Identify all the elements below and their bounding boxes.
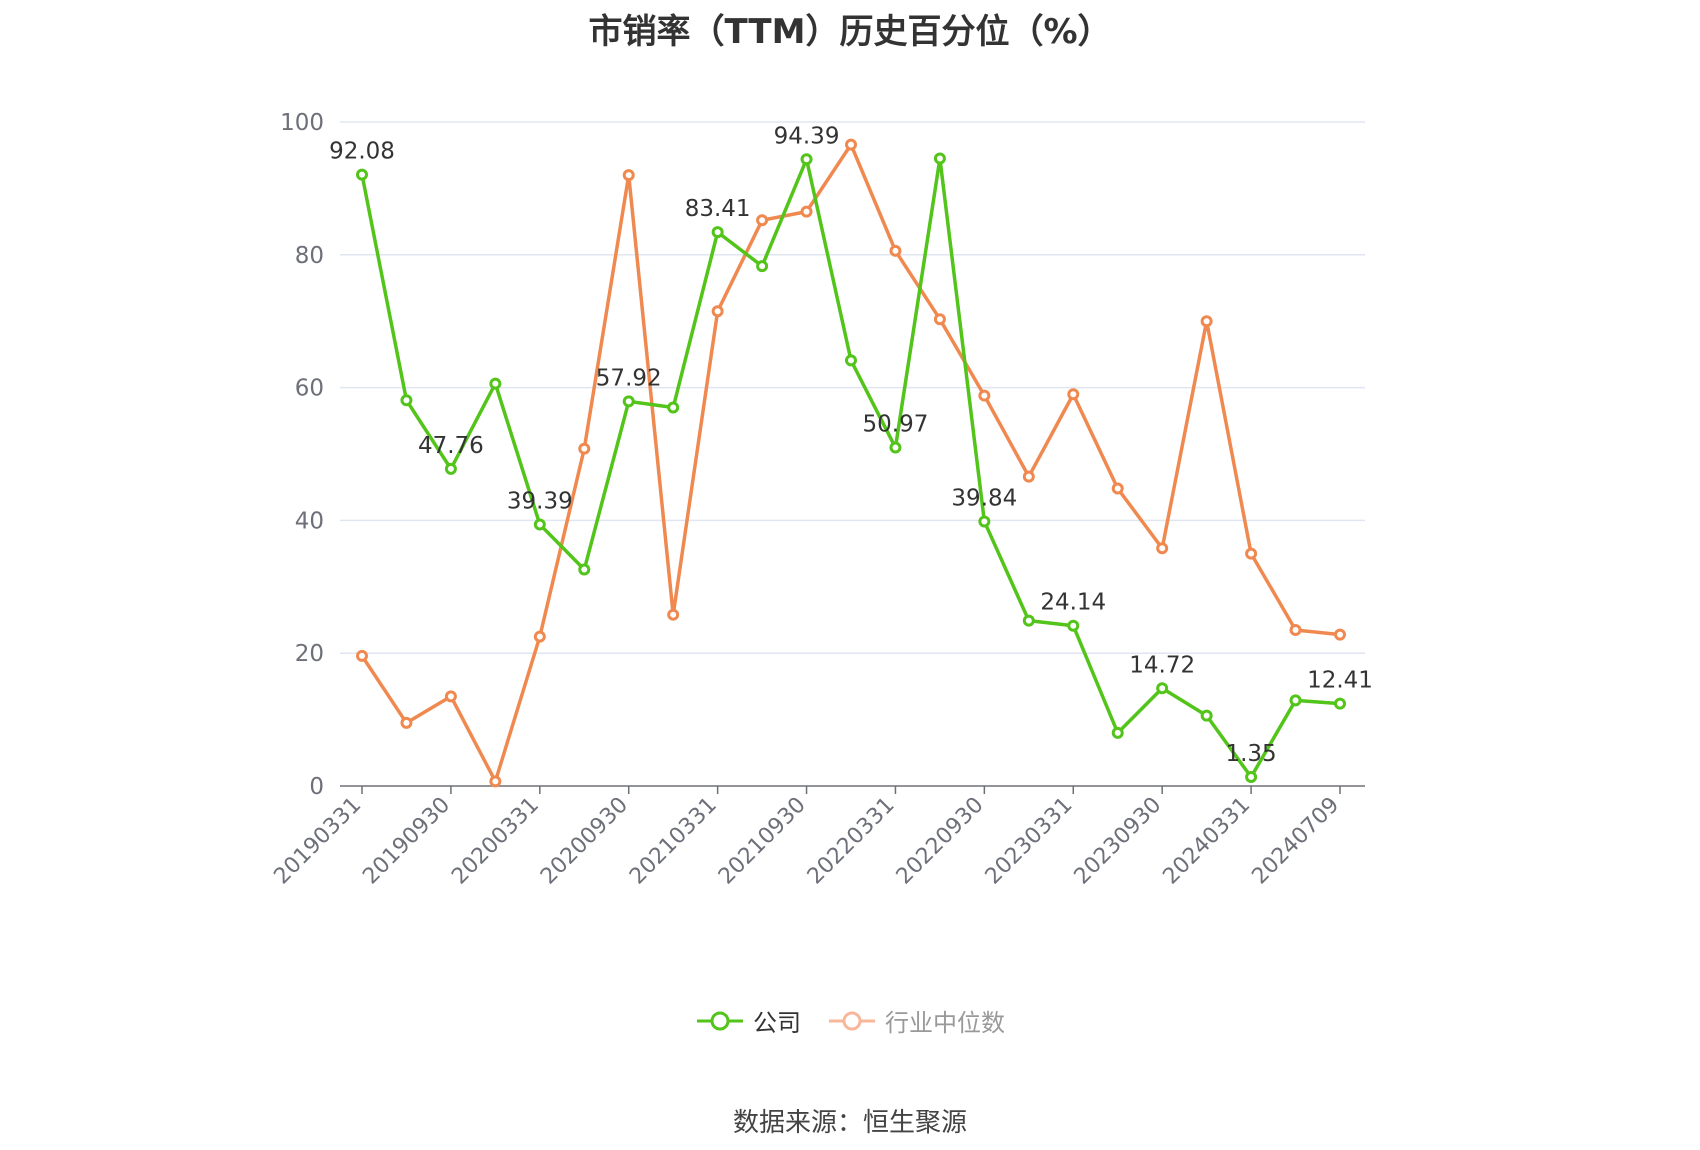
data-point — [933, 152, 946, 165]
data-point — [533, 630, 546, 643]
data-label: 83.41 — [685, 196, 751, 222]
data-point — [356, 168, 368, 181]
data-label: 94.39 — [774, 123, 840, 149]
series-line — [360, 142, 1341, 784]
data-point — [756, 214, 769, 227]
x-tick-label: 20200331 — [447, 793, 544, 890]
data-label: 92.08 — [329, 139, 395, 165]
data-point — [1156, 542, 1169, 555]
data-point — [1245, 547, 1258, 560]
data-point — [800, 153, 813, 166]
data-point — [1111, 482, 1124, 495]
data-label: 50.97 — [863, 412, 929, 438]
data-label: 47.76 — [418, 433, 484, 459]
data-point — [1022, 614, 1035, 627]
data-label: 1.35 — [1225, 741, 1276, 767]
legend-company-label: 公司 — [753, 1009, 801, 1037]
y-tick-label: 80 — [295, 243, 324, 269]
series-line — [360, 156, 1341, 779]
data-point — [889, 244, 902, 257]
y-tick-label: 20 — [295, 641, 324, 667]
data-point — [711, 305, 724, 318]
data-label: 14.72 — [1129, 652, 1195, 678]
data-point — [400, 394, 413, 407]
data-point — [622, 169, 635, 182]
data-point — [1067, 388, 1080, 401]
data-label: 39.39 — [507, 488, 573, 514]
x-tick-label: 20220331 — [803, 793, 900, 890]
data-point — [1334, 697, 1346, 710]
data-point — [400, 716, 413, 729]
data-point — [578, 563, 591, 576]
data-point — [1067, 619, 1080, 632]
data-point — [1156, 682, 1169, 695]
legend-industry-marker-icon — [829, 1011, 875, 1030]
x-tick-label: 20230331 — [981, 793, 1078, 890]
data-point — [444, 690, 457, 703]
chart-legend: 公司 行业中位数 — [0, 1003, 1700, 1038]
data-label: 24.14 — [1040, 590, 1106, 616]
data-point — [978, 389, 991, 402]
data-point — [622, 395, 635, 408]
data-point — [1289, 694, 1302, 707]
data-point — [800, 205, 813, 218]
data-point — [1334, 628, 1346, 641]
data-point — [845, 354, 857, 367]
data-point — [1289, 623, 1302, 636]
data-point — [356, 649, 368, 662]
data-point — [1022, 470, 1035, 483]
y-tick-label: 100 — [280, 110, 324, 136]
data-point — [667, 401, 680, 414]
data-label: 39.84 — [951, 485, 1017, 511]
data-point — [933, 313, 946, 326]
x-tick-label: 20200930 — [536, 793, 633, 890]
x-tick-label: 20210331 — [625, 793, 722, 890]
data-point — [711, 226, 724, 239]
y-tick-label: 40 — [295, 508, 324, 534]
data-point — [1245, 771, 1258, 784]
legend-company-marker-icon — [697, 1011, 743, 1030]
data-point — [889, 441, 902, 454]
data-point — [978, 515, 991, 528]
data-point — [578, 442, 591, 455]
x-tick-label: 20190331 — [269, 793, 366, 890]
data-point — [1200, 709, 1213, 722]
y-tick-label: 0 — [309, 774, 324, 800]
y-tick-label: 60 — [295, 376, 324, 402]
data-point — [1111, 726, 1124, 739]
data-point — [489, 377, 502, 390]
x-tick-label: 20210930 — [714, 793, 811, 890]
data-point — [756, 260, 769, 273]
data-point — [533, 518, 546, 531]
data-point — [845, 138, 857, 151]
x-tick-label: 20240331 — [1158, 793, 1255, 890]
x-tick-label: 20230930 — [1070, 793, 1167, 890]
data-point — [667, 608, 680, 621]
data-label: 12.41 — [1307, 668, 1373, 694]
x-tick-label: 20240709 — [1247, 793, 1344, 890]
legend-item-industry-median[interactable]: 行业中位数 — [827, 1003, 1005, 1038]
data-point — [489, 775, 502, 788]
data-source-note: 数据来源：恒生聚源 — [732, 1108, 967, 1138]
legend-industry-label: 行业中位数 — [885, 1009, 1005, 1037]
x-tick-label: 20220930 — [892, 793, 989, 890]
data-point — [1200, 315, 1213, 328]
data-label: 57.92 — [596, 365, 662, 391]
legend-item-company[interactable]: 公司 — [695, 1003, 801, 1038]
chart-title: 市销率（TTM）历史百分位（%） — [588, 12, 1112, 52]
x-tick-label: 20190930 — [358, 793, 455, 890]
data-point — [444, 462, 457, 475]
